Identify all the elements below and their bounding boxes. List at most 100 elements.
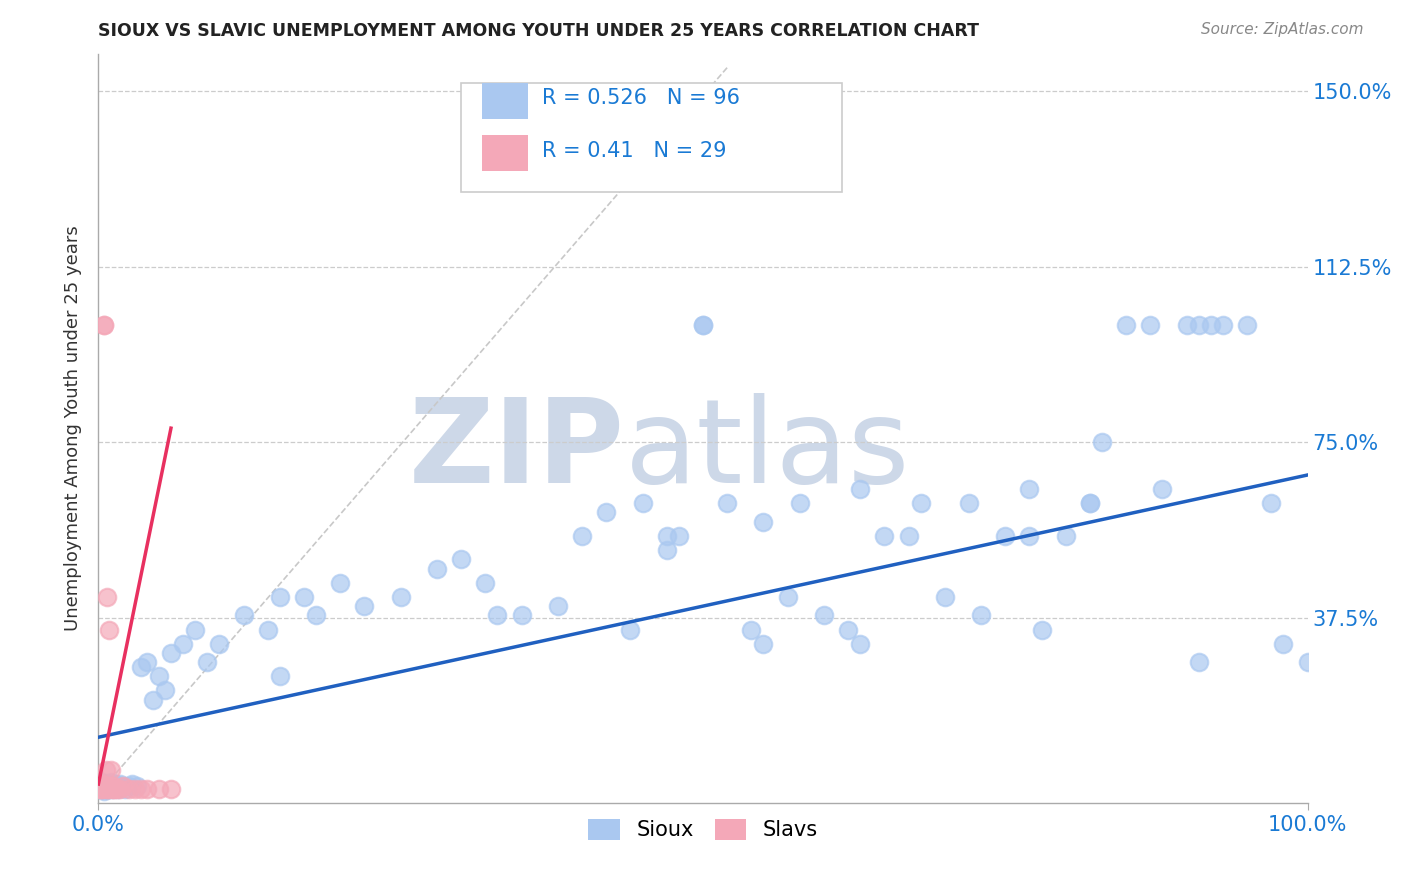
Point [1115,318,1137,333]
Point [1296,655,1319,669]
Point [91,780,114,794]
Point [1078,496,1101,510]
Point [873,529,896,543]
Point [631,496,654,510]
Point [1152,482,1174,496]
Point [655,529,678,543]
Point [91,781,114,796]
Point [105,780,128,794]
Point [776,590,799,604]
Point [1091,435,1114,450]
Point [692,318,714,333]
Point [1175,318,1198,333]
Point [153,683,176,698]
Point [849,637,872,651]
Point [910,496,932,510]
Point [96,781,118,796]
FancyBboxPatch shape [482,83,527,119]
Point [100,763,122,777]
Point [934,590,956,604]
Point [118,781,141,796]
Point [655,542,678,557]
Point [849,482,872,496]
Point [208,637,231,651]
Point [269,669,291,683]
Point [1188,318,1211,333]
Point [619,623,641,637]
Point [101,780,124,794]
Point [101,780,124,794]
Point [96,590,118,604]
Point [1260,496,1282,510]
Point [789,496,811,510]
Point [256,623,278,637]
Point [172,637,194,651]
Point [716,496,738,510]
Point [970,608,993,623]
Point [1139,318,1161,333]
Point [1018,482,1040,496]
Point [994,529,1017,543]
Point [89,777,111,791]
Point [100,781,122,796]
Point [752,637,775,651]
Legend: Sioux, Slavs: Sioux, Slavs [581,810,825,848]
Point [90,781,112,796]
Point [1199,318,1222,333]
Point [91,774,114,789]
Point [160,646,183,660]
Point [184,623,207,637]
Point [129,660,152,674]
Point [108,781,131,796]
Point [97,777,120,791]
Point [94,780,117,794]
Point [96,781,118,796]
Point [837,623,859,637]
Point [100,781,122,796]
Point [957,496,980,510]
Point [124,781,146,796]
Point [692,318,714,333]
Text: atlas: atlas [624,393,910,508]
Text: SIOUX VS SLAVIC UNEMPLOYMENT AMONG YOUTH UNDER 25 YEARS CORRELATION CHART: SIOUX VS SLAVIC UNEMPLOYMENT AMONG YOUTH… [98,22,980,40]
Point [100,780,122,794]
Point [142,692,165,706]
Point [93,318,115,333]
Point [105,781,128,796]
Point [1212,318,1234,333]
Point [97,781,120,796]
Point [103,781,125,796]
Point [91,780,114,794]
Point [135,781,157,796]
Point [148,781,170,796]
Point [100,774,122,789]
Point [595,505,617,519]
Text: R = 0.526   N = 96: R = 0.526 N = 96 [543,88,740,109]
Point [1236,318,1258,333]
Point [1078,496,1101,510]
Point [98,780,121,794]
Point [89,777,111,791]
Point [91,777,114,791]
Point [93,777,115,791]
Point [127,780,149,794]
Point [547,599,569,614]
Point [114,781,136,796]
Point [107,781,129,796]
Point [94,763,117,777]
Point [100,777,122,791]
Point [426,562,449,576]
Point [353,599,375,614]
Point [121,777,143,791]
Point [93,318,115,333]
Point [111,780,134,794]
Point [305,608,328,623]
Point [1054,529,1077,543]
Point [510,608,533,623]
Point [450,552,472,566]
Point [98,623,121,637]
Point [292,590,315,604]
Point [1018,529,1040,543]
Point [118,780,141,794]
Point [94,780,117,794]
